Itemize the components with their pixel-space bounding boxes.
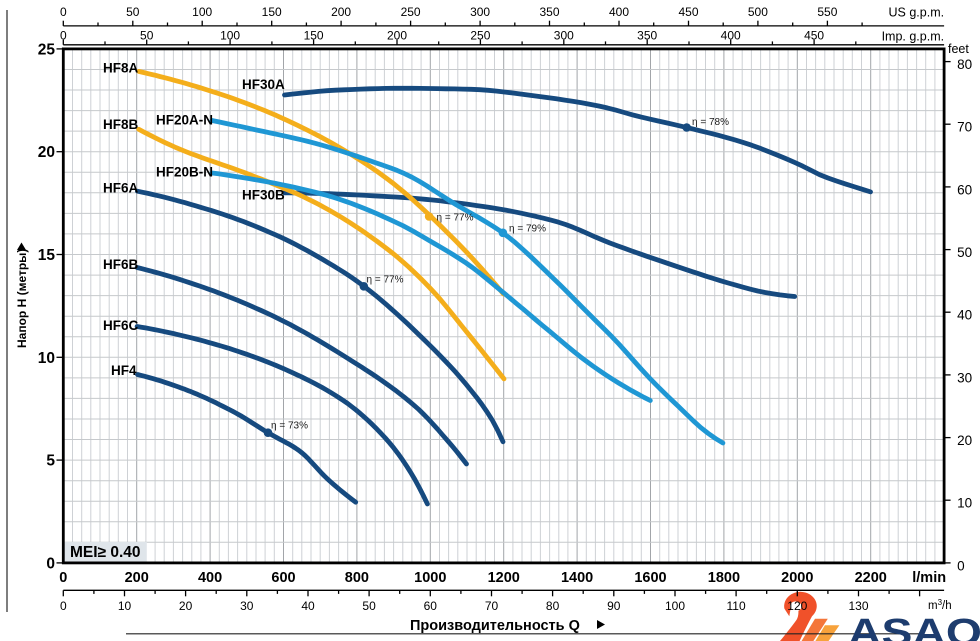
svg-text:200: 200 <box>387 29 407 43</box>
svg-text:Imp. g.p.m.: Imp. g.p.m. <box>882 30 945 44</box>
svg-text:50: 50 <box>126 5 140 19</box>
svg-text:l/min: l/min <box>912 570 946 586</box>
svg-text:500: 500 <box>748 5 768 19</box>
svg-text:50: 50 <box>362 599 376 613</box>
svg-text:60: 60 <box>957 182 972 197</box>
svg-text:25: 25 <box>38 41 56 58</box>
svg-text:350: 350 <box>539 5 559 19</box>
svg-text:HF20A-N: HF20A-N <box>156 112 213 127</box>
svg-text:10: 10 <box>38 350 55 367</box>
svg-text:Производительность Q: Производительность Q <box>410 618 580 634</box>
svg-text:70: 70 <box>485 599 499 613</box>
svg-text:0: 0 <box>46 555 55 572</box>
svg-text:HF8B: HF8B <box>103 117 139 132</box>
svg-text:300: 300 <box>554 29 574 43</box>
svg-text:30: 30 <box>957 370 972 385</box>
svg-text:40: 40 <box>301 599 315 613</box>
svg-text:70: 70 <box>957 120 972 135</box>
svg-text:150: 150 <box>262 5 282 19</box>
svg-text:0: 0 <box>957 558 965 573</box>
svg-text:120: 120 <box>787 599 807 613</box>
svg-text:15: 15 <box>38 247 56 264</box>
svg-text:350: 350 <box>637 29 657 43</box>
svg-text:60: 60 <box>424 599 438 613</box>
svg-text:450: 450 <box>804 29 824 43</box>
svg-text:HF6A: HF6A <box>103 181 139 196</box>
svg-text:1200: 1200 <box>488 570 520 586</box>
svg-text:80: 80 <box>957 57 972 72</box>
svg-text:450: 450 <box>678 5 698 19</box>
svg-text:ASAO: ASAO <box>848 612 980 641</box>
svg-text:m3/h: m3/h <box>928 598 952 612</box>
svg-text:600: 600 <box>271 570 295 586</box>
svg-text:800: 800 <box>345 570 369 586</box>
svg-text:110: 110 <box>727 599 746 613</box>
svg-text:150: 150 <box>304 29 324 43</box>
svg-text:10: 10 <box>957 496 972 511</box>
svg-text:400: 400 <box>721 29 741 43</box>
svg-text:400: 400 <box>198 570 222 586</box>
svg-text:HF6B: HF6B <box>103 257 139 272</box>
svg-text:US g.p.m.: US g.p.m. <box>889 6 945 20</box>
svg-text:η = 78%: η = 78% <box>692 117 729 128</box>
svg-text:feet: feet <box>948 42 969 56</box>
svg-text:200: 200 <box>125 570 149 586</box>
svg-text:1400: 1400 <box>561 570 593 586</box>
svg-text:1600: 1600 <box>634 570 666 586</box>
svg-text:HF30B: HF30B <box>242 188 285 203</box>
svg-text:10: 10 <box>118 599 132 613</box>
svg-text:300: 300 <box>470 5 490 19</box>
svg-text:20: 20 <box>179 599 193 613</box>
svg-text:HF30A: HF30A <box>242 77 285 92</box>
svg-text:5: 5 <box>46 453 55 470</box>
svg-text:MEI≥ 0.40: MEI≥ 0.40 <box>70 544 141 561</box>
svg-text:HF4: HF4 <box>111 363 137 378</box>
svg-text:HF6C: HF6C <box>103 318 139 333</box>
svg-text:HF20B-N: HF20B-N <box>156 164 213 179</box>
svg-text:1800: 1800 <box>708 570 740 586</box>
svg-text:0: 0 <box>60 5 67 19</box>
svg-text:20: 20 <box>38 144 55 161</box>
svg-text:0: 0 <box>60 29 67 43</box>
svg-text:1000: 1000 <box>414 570 446 586</box>
svg-text:η = 73%: η = 73% <box>271 420 308 431</box>
svg-text:40: 40 <box>957 308 972 323</box>
svg-text:250: 250 <box>470 29 490 43</box>
svg-text:550: 550 <box>817 5 837 19</box>
svg-text:0: 0 <box>60 599 67 613</box>
svg-text:2000: 2000 <box>781 570 813 586</box>
svg-text:250: 250 <box>401 5 421 19</box>
svg-text:100: 100 <box>665 599 685 613</box>
svg-text:130: 130 <box>848 599 868 613</box>
svg-text:200: 200 <box>331 5 351 19</box>
svg-text:50: 50 <box>140 29 154 43</box>
svg-text:HF8A: HF8A <box>103 61 139 76</box>
svg-text:η = 77%: η = 77% <box>437 212 474 223</box>
svg-text:Напор H (метры): Напор H (метры) <box>15 249 29 348</box>
svg-text:2200: 2200 <box>855 570 887 586</box>
svg-text:20: 20 <box>957 433 972 448</box>
svg-text:30: 30 <box>240 599 254 613</box>
svg-text:50: 50 <box>957 245 972 260</box>
svg-text:90: 90 <box>607 599 621 613</box>
svg-text:η = 77%: η = 77% <box>367 274 404 285</box>
svg-text:100: 100 <box>192 5 212 19</box>
svg-text:0: 0 <box>59 570 67 586</box>
svg-text:400: 400 <box>609 5 629 19</box>
svg-text:η = 79%: η = 79% <box>509 223 546 234</box>
svg-text:80: 80 <box>546 599 560 613</box>
svg-text:100: 100 <box>220 29 240 43</box>
